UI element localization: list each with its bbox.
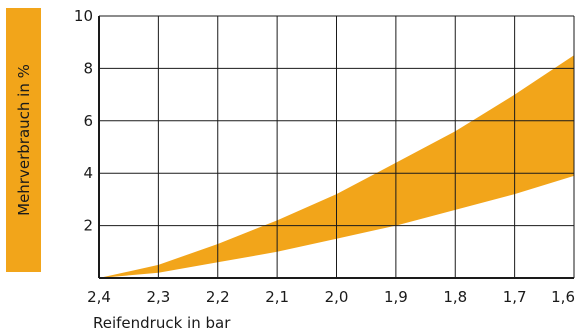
- y-tick-label: 10: [74, 7, 93, 25]
- x-tick-labels: 2,4 2,3 2,2 2,1 2,0 1,9 1,8 1,7 1,6: [87, 288, 575, 306]
- x-axis-label: Reifendruck in bar: [93, 314, 231, 332]
- x-tick-label: 1,6: [551, 288, 575, 306]
- x-tick-label: 1,9: [384, 288, 408, 306]
- y-tick-label: 8: [83, 59, 93, 77]
- y-axis-label-box: Mehrverbrauch in %: [6, 8, 41, 272]
- x-tick-label: 2,0: [325, 288, 349, 306]
- x-tick-label: 2,4: [87, 288, 111, 306]
- x-tick-label: 1,7: [503, 288, 527, 306]
- grid: [99, 15, 575, 278]
- x-tick-label: 2,1: [265, 288, 289, 306]
- y-tick-label: 6: [83, 112, 93, 130]
- x-tick-label: 1,8: [443, 288, 467, 306]
- y-tick-label: 2: [83, 217, 93, 235]
- x-tick-label: 2,2: [206, 288, 230, 306]
- y-tick-label: 4: [83, 164, 93, 182]
- y-tick-labels: 2 4 6 8 10: [74, 7, 93, 235]
- x-tick-label: 2,3: [146, 288, 170, 306]
